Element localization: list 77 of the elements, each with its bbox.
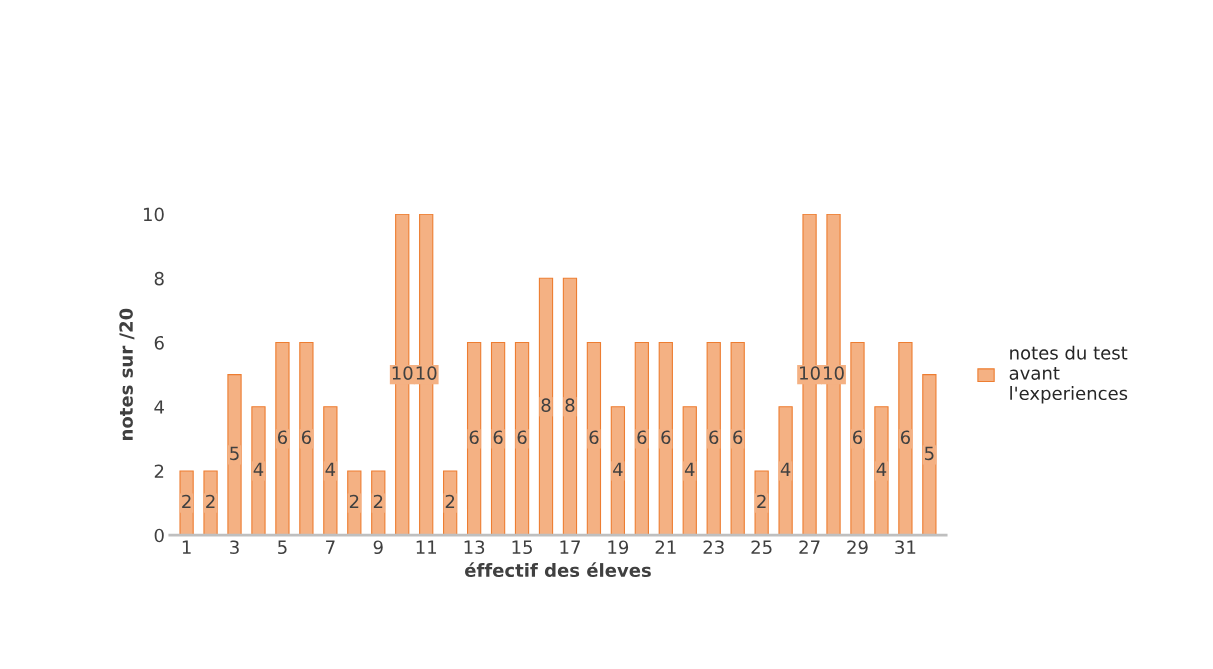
y-tick-label: 6 xyxy=(154,335,164,350)
x-tick-label: 9 xyxy=(373,540,383,555)
bar xyxy=(323,406,338,536)
bar xyxy=(850,341,865,536)
x-tick-label: 27 xyxy=(799,540,820,554)
data-label: 2 xyxy=(206,494,215,509)
x-tick-label: 31 xyxy=(895,540,916,555)
bar xyxy=(490,341,506,536)
x-tick-label: 25 xyxy=(751,540,772,555)
bar xyxy=(730,341,745,536)
x-tick-label: 29 xyxy=(847,540,868,555)
bar xyxy=(227,374,242,536)
data-label: 6 xyxy=(301,430,311,445)
data-label: 4 xyxy=(325,462,336,476)
data-label: 5 xyxy=(925,446,934,461)
x-tick-label: 23 xyxy=(703,540,724,555)
data-label: 2 xyxy=(182,494,191,509)
bar xyxy=(898,341,913,536)
data-label: 10 xyxy=(392,366,413,380)
x-tick-label: 19 xyxy=(608,540,629,555)
data-label: 2 xyxy=(349,494,359,509)
data-label: 4 xyxy=(253,462,264,476)
bar xyxy=(778,406,793,536)
bar xyxy=(466,341,482,536)
y-tick-label: 0 xyxy=(154,528,164,543)
data-label: 6 xyxy=(733,430,743,445)
data-label: 6 xyxy=(900,430,911,445)
x-tick-label: 3 xyxy=(230,540,239,555)
data-label: 6 xyxy=(637,430,647,445)
data-label: 6 xyxy=(469,430,479,445)
data-label: 8 xyxy=(565,398,575,412)
data-label: 4 xyxy=(613,462,623,476)
data-label: 6 xyxy=(277,430,288,445)
data-label: 10 xyxy=(416,366,437,380)
data-label: 6 xyxy=(589,430,599,445)
x-tick-label: 21 xyxy=(655,540,676,554)
bar xyxy=(658,341,673,536)
data-label: 2 xyxy=(373,494,383,509)
x-tick-label: 5 xyxy=(278,540,287,555)
legend-label: notes du test avant l'experiences xyxy=(1009,345,1128,404)
y-tick-label: 2 xyxy=(154,464,164,478)
data-label: 6 xyxy=(493,430,503,445)
data-label: 8 xyxy=(541,398,551,412)
data-label: 4 xyxy=(684,462,695,476)
bar xyxy=(538,277,554,536)
data-label: 6 xyxy=(517,430,527,445)
bar xyxy=(299,341,314,536)
y-tick-label: 10 xyxy=(143,207,164,222)
data-label: 6 xyxy=(709,430,719,445)
data-label: 4 xyxy=(876,462,887,476)
data-label: 4 xyxy=(780,462,791,476)
x-tick-label: 15 xyxy=(512,540,532,555)
bar xyxy=(562,277,578,536)
x-tick-label: 1 xyxy=(182,540,191,554)
bar xyxy=(275,341,290,536)
x-tick-label: 13 xyxy=(464,540,485,555)
data-label: 10 xyxy=(824,366,844,380)
x-tick-label: 17 xyxy=(560,540,580,554)
x-tick-label: 7 xyxy=(326,540,335,554)
data-label: 6 xyxy=(853,430,863,445)
x-axis-title: éffectif des éleves xyxy=(465,562,651,578)
y-axis-title: notes sur /20 xyxy=(119,308,135,440)
y-tick-label: 4 xyxy=(154,400,164,414)
bar xyxy=(251,406,266,536)
bar xyxy=(514,341,530,536)
data-label: 5 xyxy=(230,446,239,461)
x-tick-label: 11 xyxy=(416,540,437,554)
bar xyxy=(586,341,602,536)
bar xyxy=(874,406,889,536)
data-label: 2 xyxy=(757,494,766,509)
bar xyxy=(706,341,721,536)
data-label: 6 xyxy=(661,430,671,445)
data-label: 2 xyxy=(445,494,455,509)
bar xyxy=(922,374,937,536)
bar xyxy=(634,341,649,536)
data-label: 10 xyxy=(800,366,820,380)
y-tick-label: 8 xyxy=(154,271,164,286)
